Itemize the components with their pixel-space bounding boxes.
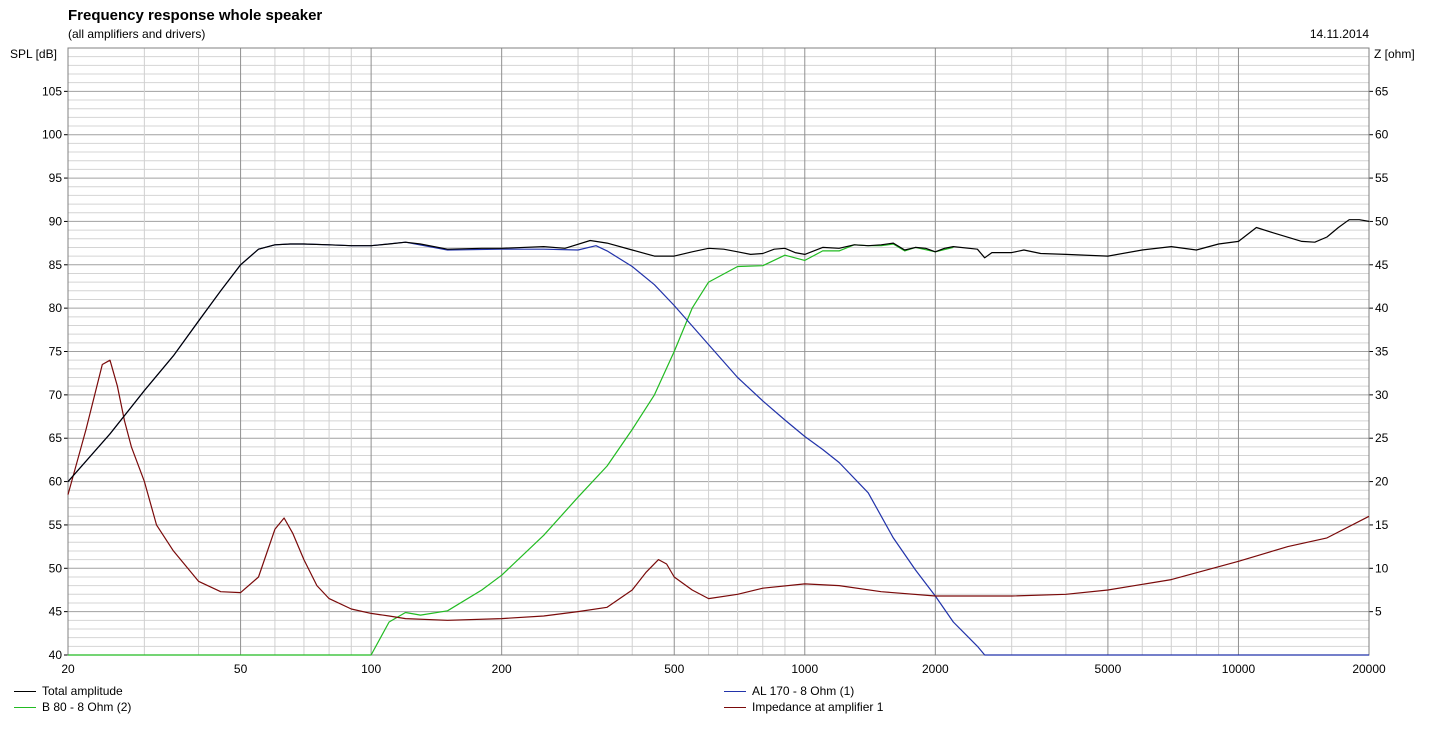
y2-tick-label: 45 — [1375, 258, 1389, 272]
y-tick-label: 90 — [49, 214, 63, 228]
y2-tick-label: 60 — [1375, 128, 1389, 142]
x-tick-labels: 20 50 100 200 500 1000 2000 5000 10000 20000 — [61, 662, 1386, 676]
y2-tick-label: 65 — [1375, 84, 1389, 98]
y2-tick-label: 10 — [1375, 561, 1389, 575]
y-tick-label: 65 — [49, 431, 63, 445]
y2-tick-label: 20 — [1375, 475, 1389, 489]
x-tick-label: 20000 — [1352, 662, 1386, 676]
y-tick-label: 45 — [49, 605, 63, 619]
left-axis-label: SPL [dB] — [10, 47, 57, 61]
y2-tick-labels: 5 10 15 20 25 30 35 40 45 50 55 60 65 — [1375, 84, 1389, 618]
legend-swatch — [724, 690, 746, 692]
y-tick-label: 55 — [49, 518, 63, 532]
y-tick-label: 75 — [49, 345, 63, 359]
x-tick-label: 10000 — [1222, 662, 1256, 676]
series-line-b-80-8-ohm-2 — [68, 243, 954, 656]
legend-label: B 80 - 8 Ohm (2) — [42, 700, 132, 714]
x-tick-label: 200 — [492, 662, 512, 676]
x-tick-label: 5000 — [1095, 662, 1122, 676]
x-tick-label: 500 — [664, 662, 684, 676]
y2-tick-label: 55 — [1375, 171, 1389, 185]
series-line-total-amplitude — [67, 219, 1370, 482]
y-tick-labels: 40 45 50 55 60 65 70 75 80 85 90 95 100 105 — [42, 84, 62, 662]
legend-item-impedance: Impedance at amplifier 1 — [724, 700, 883, 714]
legend-swatch — [724, 706, 746, 708]
y-tick-label: 95 — [49, 171, 63, 185]
y2-tick-label: 25 — [1375, 431, 1389, 445]
y-tick-label: 50 — [49, 561, 63, 575]
y-tick-label: 70 — [49, 388, 63, 402]
x-tick-label: 50 — [234, 662, 248, 676]
legend-label: Impedance at amplifier 1 — [752, 700, 884, 714]
legend-label: Total amplitude — [42, 684, 123, 698]
x-tick-label: 1000 — [791, 662, 818, 676]
grid — [64, 47, 1373, 656]
y2-tick-label: 35 — [1375, 345, 1389, 359]
series-line-al-170-8-ohm-1 — [67, 241, 1369, 656]
y-tick-label: 80 — [49, 301, 63, 315]
right-axis-label: Z [ohm] — [1374, 47, 1415, 61]
series-line-impedance-at-amplifier-1 — [67, 359, 1370, 621]
chart-title: Frequency response whole speaker — [68, 7, 323, 24]
legend-swatch — [14, 690, 36, 692]
y-tick-label: 105 — [42, 84, 62, 98]
x-tick-label: 2000 — [922, 662, 949, 676]
chart-date: 14.11.2014 — [1309, 27, 1369, 41]
plot-frame — [67, 47, 1370, 656]
y2-tick-label: 30 — [1375, 388, 1389, 402]
x-tick-label: 100 — [361, 662, 381, 676]
y2-tick-label: 40 — [1375, 301, 1389, 315]
y2-tick-label: 15 — [1375, 518, 1389, 532]
legend-item-total-amplitude: Total amplitude — [14, 684, 123, 698]
y-tick-label: 100 — [42, 128, 62, 142]
y2-tick-label: 5 — [1375, 605, 1382, 619]
legend-label: AL 170 - 8 Ohm (1) — [752, 684, 855, 698]
chart-subtitle: (all amplifiers and drivers) — [68, 27, 206, 41]
x-tick-label: 20 — [61, 662, 75, 676]
y-tick-label: 85 — [49, 258, 63, 272]
y-tick-label: 40 — [49, 648, 63, 662]
series-lines — [67, 219, 1370, 656]
y-tick-label: 60 — [49, 475, 63, 489]
y2-tick-label: 50 — [1375, 214, 1389, 228]
legend-item-al170: AL 170 - 8 Ohm (1) — [724, 684, 854, 698]
legend-item-b80: B 80 - 8 Ohm (2) — [14, 700, 131, 714]
legend-swatch — [14, 706, 36, 708]
